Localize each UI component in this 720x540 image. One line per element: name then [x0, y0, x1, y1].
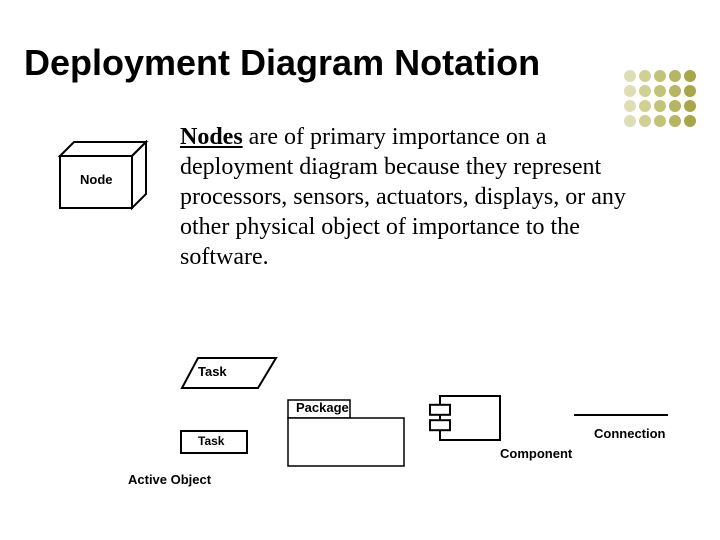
page-title: Deployment Diagram Notation	[24, 42, 540, 84]
task-parallelogram-diagram	[180, 356, 280, 392]
task-parallelogram-label: Task	[198, 364, 227, 379]
node-label: Node	[80, 172, 113, 187]
body-paragraph: Nodes are of primary importance on a dep…	[180, 122, 660, 272]
bottom-notation-row: Task Package Task Active Object Componen…	[0, 350, 720, 530]
active-object-label: Active Object	[128, 472, 211, 487]
component-label: Component	[500, 446, 572, 461]
connection-label: Connection	[594, 426, 666, 441]
package-label: Package	[296, 400, 349, 415]
connection-line-diagram	[574, 414, 668, 416]
task-rect-label: Task	[198, 434, 224, 448]
body-lead-word: Nodes	[180, 124, 243, 150]
component-diagram	[428, 394, 518, 450]
body-rest: are of primary importance on a deploymen…	[180, 124, 626, 270]
